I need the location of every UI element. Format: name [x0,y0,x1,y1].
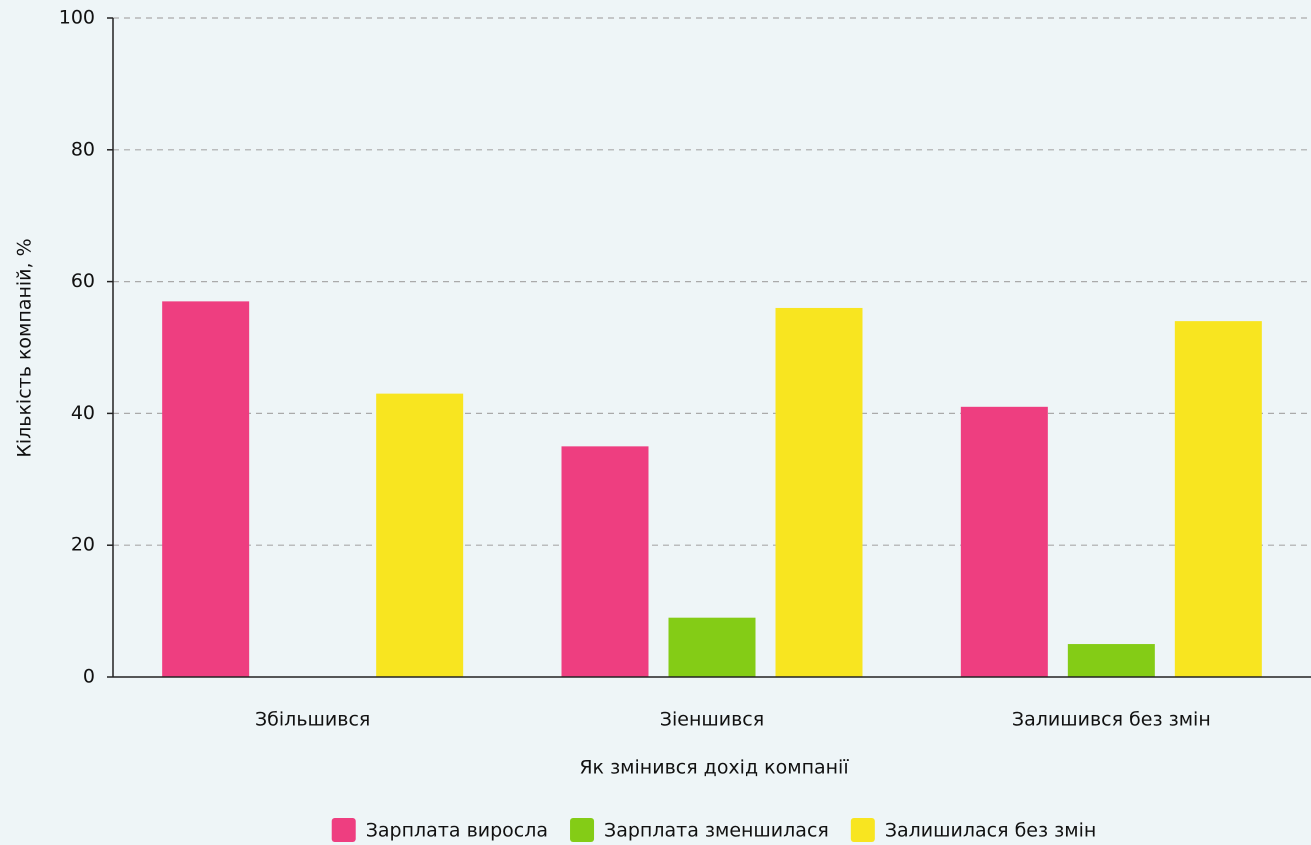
y-tick-label: 0 [83,666,95,688]
bar [1067,644,1155,677]
y-tick-label: 20 [71,534,95,556]
x-axis-label: Як змінився дохід компанії [579,757,849,779]
y-tick-label: 40 [71,402,95,424]
bar [1174,321,1262,677]
x-tick-label: Збільшився [255,709,370,731]
y-tick-label: 60 [71,270,95,292]
bar [775,307,863,677]
y-tick-label: 100 [59,7,95,29]
y-axis-label: Кількість компаній, % [14,238,36,457]
legend-label: Залишилася без змін [885,820,1096,842]
legend-swatch [850,818,875,842]
legend-label: Зарплата зменшилася [604,820,829,842]
bar [376,393,464,677]
legend-label: Зарплата виросла [366,820,548,842]
x-tick-label: Зіеншився [660,709,764,731]
y-tick-label: 80 [71,138,95,160]
x-tick-label: Залишився без змін [1012,709,1211,731]
legend-swatch [331,818,356,842]
bar [561,446,649,677]
legend-swatch [570,818,595,842]
bar [162,301,250,677]
bar [668,617,756,677]
bar [960,406,1048,677]
